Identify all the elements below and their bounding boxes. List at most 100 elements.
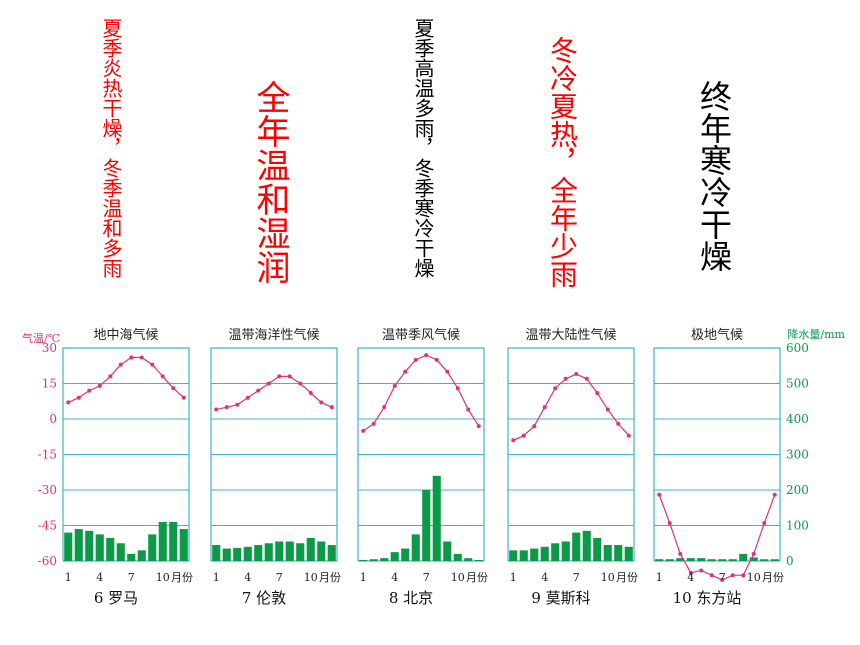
precip-bar xyxy=(464,558,473,561)
precip-bar xyxy=(158,521,167,561)
temp-point xyxy=(287,374,292,379)
precip-bar xyxy=(443,541,452,561)
temp-point xyxy=(730,573,735,578)
temp-point xyxy=(476,424,481,429)
precip-bar xyxy=(770,559,779,561)
precip-bar xyxy=(614,545,623,561)
temp-point xyxy=(667,521,672,526)
precip-bar xyxy=(380,558,389,561)
month-tick: 1 xyxy=(65,571,72,584)
precip-bar xyxy=(106,537,115,561)
precip-bar xyxy=(390,552,399,561)
precip-bar xyxy=(603,545,612,561)
chart-2: 温带海洋性气候 1 4 7 10 月份 7 伦敦 xyxy=(210,327,341,607)
temp-point xyxy=(129,355,134,360)
precip-bar xyxy=(551,543,560,561)
precip-bar xyxy=(306,537,315,561)
description-5: 终年寒冷干燥 xyxy=(695,80,733,272)
precip-bar xyxy=(212,545,221,561)
temp-point xyxy=(688,570,693,575)
month-tick: 10 xyxy=(451,571,465,584)
month-unit: 月份 xyxy=(762,571,784,584)
precip-bar xyxy=(401,548,410,561)
temp-point xyxy=(403,369,408,374)
temp-point xyxy=(521,433,526,438)
temp-point xyxy=(266,381,271,386)
precip-bar xyxy=(665,559,674,561)
precip-bar xyxy=(697,558,706,561)
temp-line xyxy=(68,356,185,403)
temp-point xyxy=(699,568,704,573)
temp-point xyxy=(762,521,767,526)
precip-bar xyxy=(243,546,252,561)
month-tick: 10 xyxy=(156,571,170,584)
precip-bar xyxy=(676,558,685,561)
precip-tick: 500 xyxy=(786,377,809,391)
chart-4: 温带大陆性气候 1 4 7 10 月份 9 莫斯科 xyxy=(507,327,638,607)
precip-bar xyxy=(369,559,378,561)
month-tick: 7 xyxy=(276,571,283,584)
temp-point xyxy=(308,390,313,395)
precip-bar xyxy=(686,558,695,561)
precip-tick: 200 xyxy=(786,483,809,497)
temp-point xyxy=(245,395,250,400)
chart-caption: 6 罗马 xyxy=(94,589,138,607)
temp-point xyxy=(605,407,610,412)
month-tick: 4 xyxy=(541,571,548,584)
precip-bar xyxy=(540,546,549,561)
temp-point xyxy=(511,438,516,443)
chart-title: 地中海气候 xyxy=(93,327,158,343)
temp-point xyxy=(108,374,113,379)
temp-point xyxy=(741,573,746,578)
precip-bar xyxy=(453,553,462,561)
month-tick: 7 xyxy=(423,571,430,584)
chart-title: 极地气候 xyxy=(691,327,743,343)
temp-point xyxy=(392,383,397,388)
temp-point xyxy=(298,381,303,386)
temp-axis-label: 气温/℃ xyxy=(22,331,60,345)
temp-line xyxy=(362,354,480,432)
month-tick: 4 xyxy=(687,571,694,584)
month-tick: 4 xyxy=(391,571,398,584)
precip-bar xyxy=(760,559,769,561)
month-unit: 月份 xyxy=(319,571,341,584)
month-tick: 4 xyxy=(244,571,251,584)
month-tick: 1 xyxy=(360,571,367,584)
precip-bar xyxy=(749,557,758,561)
precip-bar xyxy=(285,541,294,561)
chart-title: 温带大陆性气候 xyxy=(525,327,616,343)
temp-point xyxy=(616,421,621,426)
temp-point xyxy=(171,386,176,391)
precip-tick: 0 xyxy=(786,554,794,568)
precip-bar xyxy=(85,530,94,561)
precip-bar xyxy=(624,546,633,561)
precip-bar xyxy=(572,532,581,561)
precip-bar xyxy=(432,475,441,561)
precip-bar xyxy=(264,543,273,561)
chart-1: 地中海气候 1 4 7 10 月份 6 罗马 xyxy=(62,327,193,607)
temp-tick: -15 xyxy=(38,448,57,462)
description-4: 冬冷夏热，全年少雨 xyxy=(546,36,579,288)
chart-3: 温带季风气候 1 4 7 10 月份 8 北京 xyxy=(357,327,488,607)
precip-bar xyxy=(739,553,748,561)
temp-point xyxy=(319,400,324,405)
temp-point xyxy=(139,355,144,360)
precip-tick: 400 xyxy=(786,412,809,426)
temp-tick: -30 xyxy=(38,483,57,497)
chart-5: 极地气候 1 4 7 10 月份 10 东方站 xyxy=(653,327,784,607)
temp-point xyxy=(532,424,537,429)
precip-bar xyxy=(707,559,716,561)
temp-point xyxy=(66,400,71,405)
precip-bar xyxy=(127,553,136,561)
month-tick: 1 xyxy=(213,571,220,584)
temp-point xyxy=(595,390,600,395)
temp-tick: 30 xyxy=(42,341,57,355)
precip-bar xyxy=(519,550,528,561)
temp-point xyxy=(371,421,376,426)
temp-point xyxy=(678,551,683,556)
precip-bar xyxy=(359,559,368,561)
month-tick: 1 xyxy=(510,571,517,584)
precip-bar xyxy=(169,521,178,561)
precip-bar xyxy=(148,534,157,561)
temp-point xyxy=(584,376,589,381)
